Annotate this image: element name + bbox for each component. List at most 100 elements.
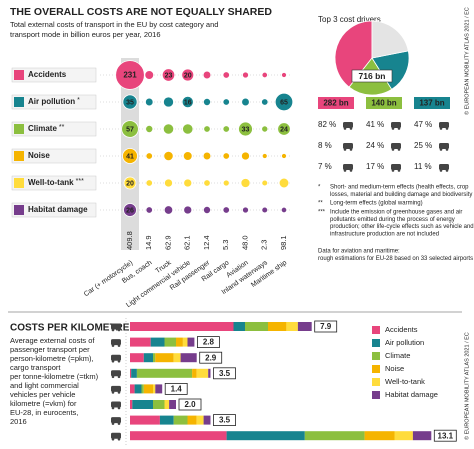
total-box (213, 414, 236, 427)
cost-bubble (144, 70, 155, 80)
row-marker: * (77, 97, 80, 104)
cost-bubble (182, 151, 193, 161)
cost-segment (187, 415, 197, 425)
pie-title: Top 3 cost drivers (318, 15, 381, 24)
column-total: 2.3 (260, 240, 269, 250)
cost-bubble (261, 71, 268, 79)
row-total: 7.9 (320, 322, 332, 331)
legend-swatch (372, 391, 380, 399)
mode-icon (111, 432, 121, 439)
cost-bubble (222, 125, 230, 133)
cost-segment (233, 322, 245, 331)
data-note: rough estimations for EU-28 based on 33 … (318, 256, 473, 262)
cost-segment (297, 322, 312, 331)
cost-bubble (202, 205, 212, 215)
column-total: 62.9 (163, 235, 172, 250)
mode-icon-wheel (117, 328, 121, 332)
bubble-label: 33 (242, 126, 250, 133)
cost-segment (196, 368, 209, 378)
cost-segment (130, 415, 160, 425)
mode-icon-wheel (117, 406, 121, 410)
total-box (314, 320, 338, 333)
row-label: Noise (28, 151, 50, 160)
cost-bubble (121, 120, 139, 138)
driver-share: 25 % (414, 141, 432, 150)
row-color-swatch (14, 70, 24, 80)
mode-icon-wheel (445, 169, 449, 172)
mode-icon-wheel (117, 437, 121, 441)
legend-label: Noise (385, 364, 404, 373)
driver-value: 282 bn (323, 99, 348, 108)
row-color-swatch (14, 205, 24, 215)
cost-segment (153, 353, 156, 363)
cost-segment (153, 384, 156, 394)
driver-share: 41 % (366, 120, 384, 129)
row-total: 3.5 (219, 369, 231, 378)
driver-value: 140 bn (371, 99, 396, 108)
mode-icon-wheel (111, 437, 115, 441)
cost-bubble (203, 179, 211, 187)
cost-bubble (222, 98, 230, 106)
legend-label: Climate (385, 351, 410, 360)
cost-segment (304, 431, 365, 441)
cost-segment (130, 322, 234, 331)
cost-segment (286, 322, 298, 331)
cost-bubble (242, 206, 249, 214)
mode-icon-wheel (117, 422, 121, 425)
driver-share: 7 % (318, 162, 332, 171)
row-marker: *** (76, 178, 84, 185)
credit: © EUROPEAN MOBILITY ATLAS 2021 / EC (463, 7, 470, 115)
mode-icon-wheel (117, 391, 121, 394)
mode-icon-wheel (343, 169, 347, 172)
cost-segment (143, 384, 153, 394)
cost-bubble (241, 151, 250, 161)
mode-icon-wheel (117, 344, 121, 347)
credit: © EUROPEAN MOBILITY ATLAS 2021 / EC (463, 332, 470, 440)
note-text: Long-term effects (global warming) (330, 201, 423, 207)
cost-segment (394, 431, 413, 441)
total-box (196, 336, 220, 349)
mode-icon-wheel (391, 148, 395, 151)
mode-icon (111, 370, 121, 377)
cost-segment (245, 322, 268, 331)
mode-icon (439, 122, 449, 128)
pie-total: 716 bn (359, 71, 386, 81)
note-text: infrastructure production are not includ… (330, 231, 439, 237)
mode-icon-wheel (111, 391, 115, 394)
bubble-label: 16 (184, 99, 192, 106)
mode-icon-wheel (349, 148, 353, 151)
data-note: Data for aviation and maritime: (318, 249, 400, 255)
cost-segment (203, 415, 211, 425)
cost-bubble (115, 60, 145, 90)
mode-icon-wheel (439, 148, 443, 151)
cost-bubble (261, 179, 269, 187)
cost-bubble (161, 68, 176, 82)
driver-value: 137 bn (419, 99, 444, 108)
cost-bubble (122, 94, 138, 110)
cost-bubble (163, 150, 174, 162)
cost-segment (134, 384, 142, 394)
cost-bubble (202, 151, 212, 161)
cost-bubble (241, 97, 250, 107)
cost-segment (130, 431, 227, 441)
row-total: 2.8 (203, 338, 215, 347)
row-label-box (11, 175, 97, 191)
column-total: 5.3 (221, 240, 230, 250)
cost-bubble (261, 98, 269, 106)
mode-icon (343, 122, 353, 128)
mode-icon-wheel (111, 406, 115, 410)
row-total: 13.1 (438, 431, 454, 440)
row-label: Habitat damage (28, 205, 88, 214)
chart-description: per tonne-kilometre (=tkm) (10, 372, 99, 381)
bubble-label: 41 (126, 153, 134, 160)
column-total: 98.1 (279, 235, 288, 250)
row-label: Accidents (28, 70, 67, 79)
mode-icon (111, 385, 121, 392)
note-text: Include the emission of greenhouse gases… (330, 209, 462, 215)
cost-bubble (181, 68, 195, 82)
row-label-box (11, 148, 97, 164)
cost-bubble (222, 179, 230, 187)
cost-bubble (123, 203, 137, 217)
mode-icon (439, 143, 449, 149)
cost-bubble (164, 178, 173, 188)
